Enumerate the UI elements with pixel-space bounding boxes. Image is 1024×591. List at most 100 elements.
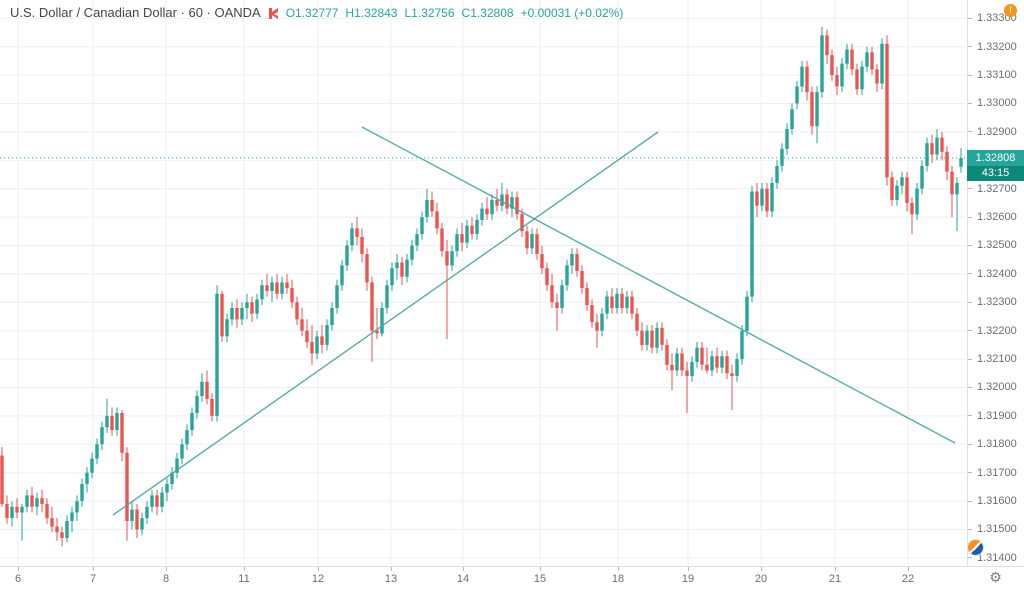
time-axis[interactable]: 6 7 8 11 12 13 14 15 18 19 20 21 22 (0, 566, 1024, 591)
candle-body (540, 254, 544, 269)
symbol-title[interactable]: U.S. Dollar / Canadian Dollar · 60 · OAN… (10, 5, 261, 20)
candle-body (905, 177, 909, 203)
candle-body (950, 171, 954, 195)
candle-body (520, 214, 524, 232)
candle-body (210, 398, 214, 416)
candle-body (920, 166, 924, 189)
candle-body (785, 129, 789, 149)
candle-body (770, 183, 774, 212)
candle-body (95, 444, 99, 459)
candle-body (185, 430, 189, 445)
candle-body (755, 191, 759, 206)
candle-body (280, 282, 284, 294)
candle-body (30, 495, 34, 507)
price-axis-tick (968, 273, 972, 275)
candle-body (330, 308, 334, 325)
time-axis-tick (391, 567, 392, 571)
candle-body (910, 202, 914, 215)
candle-body (800, 66, 804, 87)
candle-body (470, 225, 474, 235)
candle-body (525, 231, 529, 249)
candle-body (665, 344, 669, 365)
candle-body (615, 293, 619, 308)
candle-body (865, 52, 869, 67)
candle-body (20, 506, 24, 513)
candle-body (680, 353, 684, 371)
time-axis-tick (688, 567, 689, 571)
candle-body (930, 143, 934, 155)
candle-body (250, 302, 254, 314)
candle-body (860, 66, 864, 90)
candle-body (0, 455, 4, 504)
candle-body (565, 265, 569, 286)
candle-body (750, 191, 754, 297)
time-axis-label: 11 (238, 573, 250, 585)
candle-body (145, 506, 149, 519)
candle-body (160, 492, 164, 507)
candle-body (455, 234, 459, 252)
alert-badge-icon[interactable]: ! (1004, 4, 1017, 17)
time-axis-tick (166, 567, 167, 571)
candle-body (305, 330, 309, 343)
candle-body (450, 251, 454, 266)
legend-change: +0.00031 (+0.02%) (520, 5, 624, 20)
candle-body (290, 288, 294, 303)
candle-body (790, 109, 794, 130)
candle-body (275, 282, 279, 294)
candle-body (870, 52, 874, 70)
axis-settings-gear-icon[interactable]: ⚙ (989, 570, 1002, 586)
chart-legend: U.S. Dollar / Canadian Dollar · 60 · OAN… (10, 5, 623, 20)
price-axis-label: 1.31700 (977, 466, 1017, 479)
candle-body (645, 330, 649, 345)
trendline[interactable] (361, 126, 956, 444)
candle-body (200, 381, 204, 396)
candle-body (515, 197, 519, 215)
candle-body (570, 254, 574, 266)
candle-body (15, 506, 19, 513)
price-axis-label: 1.31800 (977, 438, 1017, 451)
time-axis-tick (835, 567, 836, 571)
time-axis-label: 14 (456, 573, 470, 585)
time-axis-tick (18, 567, 19, 571)
candle-body (705, 364, 709, 371)
candle-body (940, 137, 944, 152)
time-axis-tick (618, 567, 619, 571)
candle-body (690, 361, 694, 377)
candle-body (265, 285, 269, 291)
legend-low: L1.32756 (404, 5, 455, 20)
candle-body (730, 373, 734, 377)
candle-body (955, 183, 959, 195)
candle-body (935, 137, 939, 155)
candle-body (190, 413, 194, 430)
candle-body (405, 259, 409, 277)
price-axis-tick (968, 358, 972, 360)
price-axis-label: 1.33000 (977, 97, 1017, 110)
candle-body (345, 245, 349, 266)
candle-body (590, 305, 594, 323)
time-axis-label: 13 (384, 573, 398, 585)
candle-body (60, 532, 64, 538)
time-axis-label: 18 (611, 573, 625, 585)
candle-body (235, 308, 239, 320)
candle-body (780, 148, 784, 166)
legend-close: C1.32808 (461, 5, 514, 20)
time-axis-label: 22 (901, 573, 915, 585)
candle-body (480, 208, 484, 220)
price-axis-label: 1.32500 (977, 239, 1017, 252)
candle-body (360, 237, 364, 254)
price-axis-label: 1.31500 (977, 523, 1017, 536)
time-axis-tick (244, 567, 245, 571)
time-axis-label: 8 (162, 573, 170, 585)
candle-body (660, 327, 664, 345)
candle-body (395, 262, 399, 269)
candle-body (925, 143, 929, 166)
price-axis[interactable]: 1.33300 1.33200 1.33100 1.33000 1.32900 1.327… (967, 0, 1024, 566)
trendline[interactable] (112, 131, 659, 516)
candle-body (340, 265, 344, 286)
price-axis-tick (968, 74, 972, 76)
chart-canvas[interactable] (0, 0, 966, 566)
price-axis-label: 1.32900 (977, 125, 1017, 138)
candle-body (310, 342, 314, 354)
candle-body (175, 458, 179, 473)
